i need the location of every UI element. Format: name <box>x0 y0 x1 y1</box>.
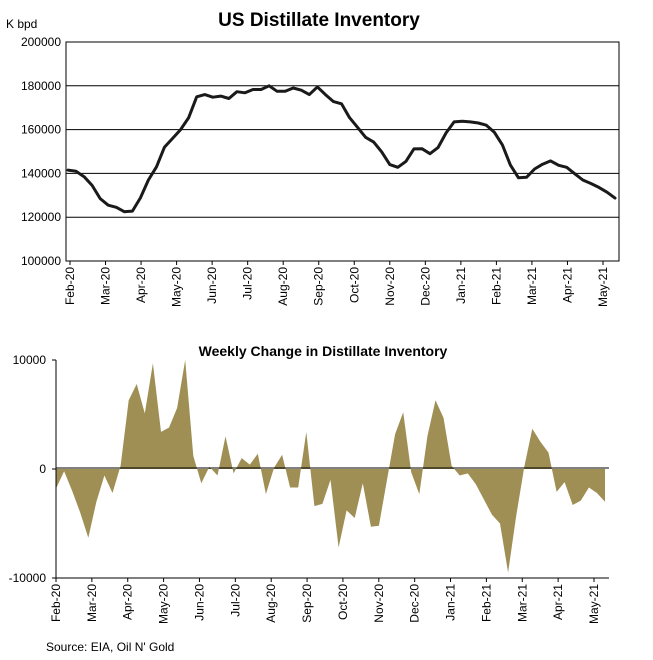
weekly-change-x-tick-label: Mar-21 <box>515 584 529 622</box>
inventory-y-tick-label: 200000 <box>21 35 61 49</box>
inventory-x-tick-label: Mar-21 <box>525 267 539 305</box>
weekly-change-y-tick-label: -10000 <box>9 571 47 585</box>
weekly-change-x-tick-label: Oct-20 <box>336 584 350 620</box>
inventory-x-tick-label: Sep-20 <box>312 267 326 306</box>
weekly-change-x-tick-labels: Feb-20 Mar-20 Apr-20 May-20 Jun-20 Jul-20 Aug-… <box>49 578 601 624</box>
weekly-change-x-tick-label: Nov-20 <box>372 584 386 623</box>
inventory-x-tick-label: Feb-20 <box>63 267 77 305</box>
weekly-change-x-tick-label: Jul-20 <box>228 584 242 617</box>
weekly-change-x-tick-label: May-20 <box>157 584 171 624</box>
inventory-chart: US Distillate Inventory K bpd 100000 1200… <box>6 10 620 307</box>
inventory-y-axis-label: K bpd <box>6 17 37 31</box>
weekly-change-y-tick-label: 10000 <box>13 353 47 367</box>
weekly-change-chart-title: Weekly Change in Distillate Inventory <box>199 343 448 359</box>
weekly-change-x-tick-label: May-21 <box>587 584 601 624</box>
inventory-x-tick-labels: Feb-20 Mar-20 Apr-20 May-20 Jun-20 Jul-20 Aug-… <box>63 261 610 307</box>
inventory-y-tick-label: 160000 <box>21 123 61 137</box>
inventory-x-tick-label: Apr-21 <box>560 267 574 303</box>
weekly-change-x-tick-label: Jun-20 <box>192 584 206 621</box>
weekly-change-x-tick-label: Apr-20 <box>121 584 135 620</box>
weekly-change-x-tick-label: Apr-21 <box>551 584 565 620</box>
weekly-change-y-tick-label: 0 <box>39 462 46 476</box>
inventory-series-line <box>66 84 617 214</box>
inventory-y-tick-labels: 100000 120000 140000 160000 180000 200000 <box>21 35 61 268</box>
weekly-change-x-tick-label: Jan-21 <box>444 584 458 621</box>
weekly-change-chart: Weekly Change in Distillate Inventory -1… <box>9 343 609 624</box>
inventory-x-tick-label: Jun-20 <box>205 267 219 304</box>
inventory-x-tick-label: May-21 <box>596 267 610 307</box>
inventory-y-tick-label: 180000 <box>21 79 61 93</box>
inventory-plot-area <box>65 41 620 262</box>
weekly-change-x-tick-label: Dec-20 <box>408 584 422 623</box>
inventory-x-tick-label: Apr-20 <box>134 267 148 303</box>
weekly-change-area <box>56 360 605 573</box>
inventory-x-tick-label: Oct-20 <box>347 267 361 303</box>
weekly-change-x-tick-label: Mar-20 <box>85 584 99 622</box>
source-note: Source: EIA, Oil N' Gold <box>46 640 175 654</box>
inventory-y-tick-label: 100000 <box>21 254 61 268</box>
weekly-change-x-tick-label: Sep-20 <box>300 584 314 623</box>
weekly-change-x-tick-label: Feb-20 <box>49 584 63 622</box>
weekly-change-y-tick-labels: -10000 0 10000 <box>9 353 56 585</box>
inventory-chart-title: US Distillate Inventory <box>218 10 420 31</box>
inventory-x-tick-label: Jan-21 <box>454 267 468 304</box>
inventory-x-tick-label: Feb-21 <box>489 267 503 305</box>
inventory-x-tick-label: Jul-20 <box>241 267 255 300</box>
inventory-gridlines <box>66 85 619 218</box>
weekly-change-x-tick-label: Aug-20 <box>264 584 278 623</box>
inventory-x-tick-label: Mar-20 <box>99 267 113 305</box>
inventory-y-tick-label: 140000 <box>21 166 61 180</box>
inventory-x-tick-label: May-20 <box>170 267 184 307</box>
inventory-y-tick-label: 120000 <box>21 210 61 224</box>
inventory-x-tick-label: Nov-20 <box>383 267 397 306</box>
inventory-x-tick-label: Aug-20 <box>276 267 290 306</box>
inventory-x-tick-label: Dec-20 <box>418 267 432 306</box>
weekly-change-x-tick-label: Feb-21 <box>479 584 493 622</box>
